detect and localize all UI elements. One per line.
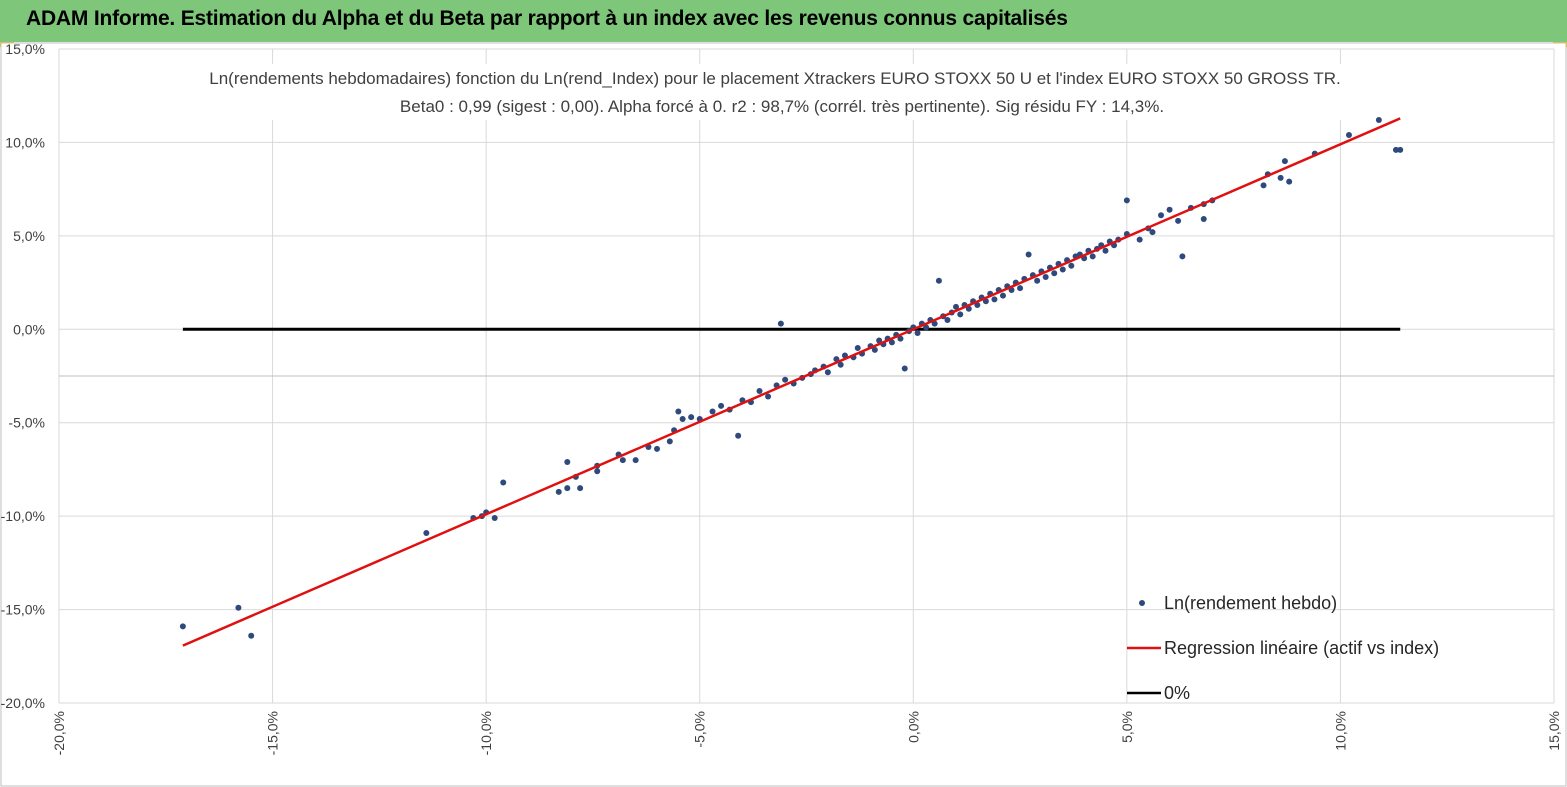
data-point [1059, 266, 1066, 273]
data-point [1166, 206, 1173, 213]
data-point [235, 604, 242, 611]
data-point [944, 316, 951, 323]
data-point [931, 320, 938, 327]
tick-labels: -20,0% -15,0% -10,0% -5,0% 0,0% 5,0% 10,0% 15,0… [1, 42, 1562, 755]
data-point [1051, 270, 1058, 277]
data-point [248, 632, 255, 639]
data-point [735, 432, 742, 439]
data-point [1089, 253, 1096, 260]
y-tick-label: 5,0% [13, 228, 45, 244]
y-tick-label: -5,0% [8, 415, 45, 431]
data-point [675, 408, 682, 415]
data-point [897, 335, 904, 342]
data-point [991, 296, 998, 303]
data-point [718, 402, 725, 409]
data-point [888, 339, 895, 346]
data-point [765, 393, 772, 400]
chart-area-border [0, 42, 1567, 787]
data-point [1136, 236, 1143, 243]
data-point [654, 445, 660, 452]
series-layer [179, 117, 1404, 647]
data-point [782, 376, 789, 383]
y-tick-label: -10,0% [1, 508, 45, 524]
title-background [175, 64, 1390, 120]
data-point [1068, 262, 1075, 269]
y-tick-label: 10,0% [5, 134, 45, 150]
legend: Ln(rendement hebdo) Regression linéaire … [1127, 593, 1439, 703]
data-point [914, 330, 921, 337]
data-point [1281, 158, 1288, 165]
data-point [594, 468, 601, 475]
x-tick-label: -20,0% [51, 711, 67, 755]
data-point [957, 311, 964, 318]
chart-title-line2: Beta0 : 0,99 (sigest : 0,00). Alpha forc… [400, 97, 1164, 116]
data-point [577, 485, 584, 492]
data-point [1025, 251, 1032, 258]
data-point [824, 369, 831, 376]
x-tick-label: 15,0% [1546, 711, 1562, 751]
scatter-chart: -20,0% -15,0% -10,0% -5,0% 0,0% 5,0% 10,0% 15,0… [0, 42, 1567, 787]
data-point [679, 415, 686, 422]
data-point [1392, 146, 1399, 153]
data-point [999, 292, 1006, 299]
regression-line [182, 117, 1401, 647]
data-point [491, 515, 498, 522]
data-point [1179, 253, 1186, 260]
data-point [666, 438, 673, 445]
legend-label-points: Ln(rendement hebdo) [1164, 593, 1337, 613]
y-tick-label: -20,0% [1, 695, 45, 711]
data-point [1034, 277, 1041, 284]
x-tick-label: 10,0% [1332, 711, 1348, 751]
data-point [564, 458, 571, 465]
data-point [777, 320, 784, 327]
data-point [1017, 285, 1024, 292]
data-point [871, 346, 878, 353]
data-point [1200, 216, 1207, 223]
report-title: ADAM Informe. Estimation du Alpha et du … [26, 7, 1068, 30]
data-point [500, 479, 507, 486]
chart-title-line1: Ln(rendements hebdomadaires) fonction du… [209, 69, 1340, 88]
data-point [837, 361, 844, 368]
x-tick-label: -5,0% [692, 711, 708, 748]
data-point [1277, 174, 1284, 181]
data-point [564, 485, 571, 492]
data-point [709, 408, 716, 415]
data-point [619, 457, 626, 464]
data-point [555, 488, 562, 495]
data-point [632, 457, 639, 464]
report-header: ADAM Informe. Estimation du Alpha et du … [0, 0, 1567, 42]
data-point [953, 303, 959, 310]
data-point [935, 277, 942, 284]
legend-label-regression: Regression linéaire (actif vs index) [1164, 638, 1439, 658]
y-tick-label: 0,0% [13, 321, 45, 337]
data-point [1149, 229, 1156, 236]
legend-marker-points [1139, 600, 1145, 606]
data-point [423, 529, 430, 536]
y-tick-label: 15,0% [5, 42, 45, 57]
data-point [1175, 217, 1182, 224]
data-point [901, 365, 908, 372]
data-point [1042, 273, 1049, 280]
data-point [1158, 212, 1165, 219]
data-point [688, 414, 695, 421]
x-tick-label: 5,0% [1119, 711, 1135, 743]
data-point [756, 387, 763, 394]
data-point [179, 623, 186, 630]
data-point [923, 324, 930, 331]
data-point [1123, 197, 1130, 204]
legend-label-zero: 0% [1164, 683, 1190, 703]
data-point [1375, 117, 1382, 124]
data-point [1260, 182, 1267, 189]
data-point [1397, 146, 1404, 153]
data-point [1286, 178, 1293, 185]
x-tick-label: -15,0% [265, 711, 281, 755]
data-point [854, 344, 861, 351]
x-tick-label: -10,0% [478, 711, 494, 755]
data-point [1345, 131, 1352, 138]
x-tick-label: 0,0% [905, 711, 921, 743]
y-tick-label: -15,0% [1, 602, 45, 618]
data-point [1102, 247, 1109, 254]
data-point [876, 337, 883, 344]
